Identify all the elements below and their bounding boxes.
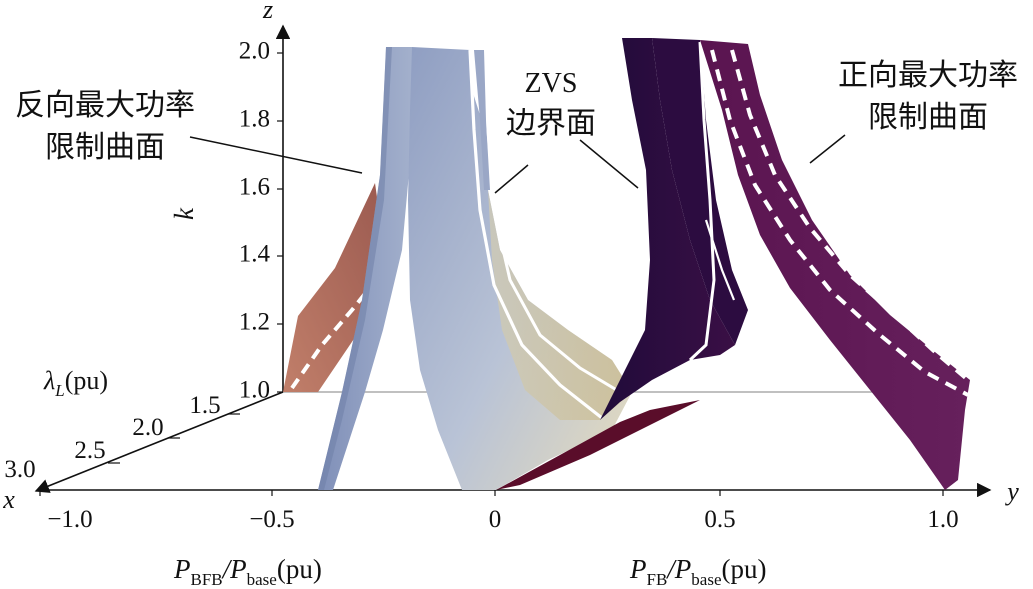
zvs-white-curve-2: [484, 49, 621, 394]
zvs-left-band-shade: [318, 47, 392, 490]
z-tick-label: 2.0: [239, 38, 270, 65]
x-axis-label-main: λ: [43, 366, 55, 395]
y-tick-label: 0.5: [704, 506, 735, 533]
forward-limit-label-line2: 限制曲面: [868, 100, 988, 135]
y-label-right-mid: /P: [665, 554, 691, 584]
x-tick-label: 1.5: [189, 392, 220, 419]
z-tick-label: 1.4: [239, 241, 271, 268]
x-axis-label-sub: L: [54, 381, 64, 400]
y-label-left-main: P: [173, 554, 191, 584]
zvs-left-band: [318, 47, 412, 490]
z-tick-label: 1.0: [239, 377, 270, 404]
x-tick-label: 2.0: [132, 414, 163, 441]
y-label-left-unit: (pu): [277, 554, 322, 584]
zvs-leader-right: [579, 139, 639, 189]
y-label-left-mid: /P: [221, 554, 247, 584]
zvs-forward-dark-band: [600, 38, 735, 420]
y-tick-label: 0: [489, 506, 502, 533]
x-tick-label: 2.5: [74, 437, 105, 464]
surfaces: [283, 38, 970, 490]
y-tick-label: 1.0: [927, 506, 958, 533]
x-ticks: 1.5 2.0 2.5 3.0: [4, 392, 240, 483]
forward-lower-surface: [496, 400, 700, 490]
zvs-label-line1: ZVS: [525, 68, 578, 99]
reverse-limit-dashed-curve: [290, 283, 374, 390]
z-axis-label-k: k: [169, 207, 199, 220]
reverse-limit-label-line2: 限制曲面: [45, 130, 165, 165]
y-label-right-unit: (pu): [722, 554, 767, 584]
y-label-right-main: P: [629, 554, 647, 584]
z-ticks: 1.0 1.2 1.4 1.6 1.8 2.0: [239, 38, 283, 404]
forward-white-curve-2: [704, 219, 736, 301]
reverse-limit-surface: [283, 183, 383, 392]
y-tick-label: −1.0: [47, 506, 92, 533]
y-ticks: −1.0 −0.5 0 0.5 1.0: [39, 490, 959, 533]
z-tick-label: 1.8: [239, 106, 270, 133]
zvs-forward-dark-band-2: [652, 38, 748, 345]
forward-limit-label-line1: 正向最大功率: [838, 58, 1018, 93]
forward-limit-leader: [809, 134, 846, 164]
reverse-limit-leader: [189, 136, 363, 174]
reverse-limit-label-line1: 反向最大功率: [15, 88, 195, 123]
y-axis-letter: y: [1004, 477, 1019, 506]
y-label-left-sub1: BFB: [191, 570, 223, 589]
zvs-label-line2: 边界面: [506, 106, 596, 141]
x-axis-label-unit: (pu): [65, 366, 108, 395]
zvs-leader-left: [494, 164, 529, 194]
y-axis-label-left: PBFB/Pbase(pu): [173, 554, 322, 589]
forward-limit-dashed-curve-1: [710, 49, 969, 397]
zvs-white-curve-1: [468, 49, 603, 420]
zvs-back-strip: [474, 50, 490, 190]
y-label-right-sub2: base: [691, 570, 721, 589]
forward-limit-dashed-curve-2: [730, 49, 970, 382]
y-label-left-sub2: base: [247, 570, 277, 589]
y-label-right-sub1: FB: [647, 570, 668, 589]
x-tick-label: 3.0: [4, 456, 35, 483]
z-tick-label: 1.6: [239, 174, 270, 201]
y-axis-label-right: PFB/Pbase(pu): [629, 554, 767, 589]
x-axis-label: λL(pu): [43, 366, 108, 400]
zvs-center-right-patch: [488, 190, 632, 420]
x-axis-letter: x: [2, 485, 15, 514]
z-axis-letter: z: [262, 0, 273, 24]
y-tick-label: −0.5: [249, 506, 294, 533]
x-axis: [34, 391, 284, 493]
annotations: 反向最大功率 限制曲面 ZVS 边界面 正向最大功率 限制曲面: [15, 58, 1018, 194]
z-tick-label: 1.2: [239, 309, 270, 336]
